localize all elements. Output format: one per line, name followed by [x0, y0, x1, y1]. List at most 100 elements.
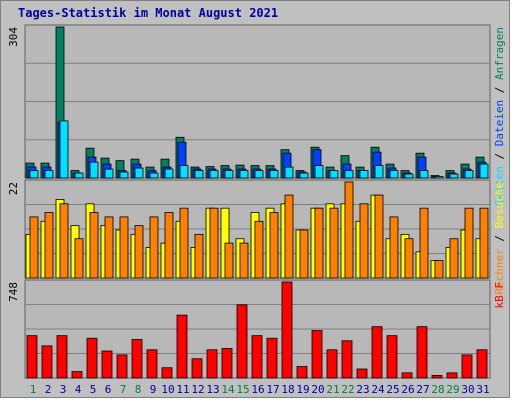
legend-entry: /	[493, 80, 506, 100]
x-tick-label: 15	[236, 383, 249, 396]
bar-sites	[299, 229, 309, 279]
bar-pages	[119, 171, 129, 179]
bar-sites	[419, 207, 429, 279]
bar-pages	[479, 163, 489, 179]
legend-entry: Rechner	[493, 248, 506, 295]
x-tick-label: 13	[206, 383, 219, 396]
bar-pages	[389, 170, 399, 179]
legend-label: Seiten / Dateien / Anfragen	[493, 27, 506, 206]
x-tick-label: 14	[221, 383, 235, 396]
bar-sites	[269, 212, 279, 279]
x-tick-label: 22	[341, 383, 354, 396]
x-tick-label: 30	[461, 383, 474, 396]
legend-entry: Besuche	[493, 182, 506, 228]
bar-kbytes	[41, 345, 53, 379]
x-tick-label: 26	[401, 383, 414, 396]
bar-sites	[434, 260, 444, 279]
bar-pages	[344, 170, 354, 179]
bar-kbytes	[311, 330, 323, 379]
bar-kbytes	[401, 372, 413, 379]
x-tick-label: 25	[386, 383, 399, 396]
legend-entry: /	[493, 228, 506, 248]
bar-pages	[74, 172, 84, 179]
bar-pages	[299, 172, 309, 179]
legend-label: Rechner / Besuche	[493, 182, 506, 295]
bar-pages	[284, 166, 294, 179]
x-tick-label: 19	[296, 383, 309, 396]
bar-kbytes	[446, 372, 458, 379]
bar-sites	[209, 207, 219, 279]
bar-sites	[359, 203, 369, 279]
bar-kbytes	[296, 366, 308, 379]
panel-top: 304 Seiten / Dateien / Anfragen	[7, 24, 506, 206]
x-tick-label: 10	[161, 383, 174, 396]
bar-pages	[314, 165, 324, 179]
bar-sites	[164, 212, 174, 279]
bar-kbytes	[56, 335, 68, 379]
bar-pages	[149, 172, 159, 179]
panel-middle: 22 Rechner / Besuche	[7, 179, 506, 295]
bar-kbytes	[86, 337, 98, 379]
bar-pages	[269, 170, 279, 179]
bar-pages	[464, 170, 474, 179]
x-tick-label: 16	[251, 383, 264, 396]
bar-pages	[104, 168, 114, 179]
bar-pages	[209, 170, 219, 179]
bar-sites	[404, 238, 414, 279]
x-tick-label: 29	[446, 383, 459, 396]
x-tick-label: 4	[75, 383, 82, 396]
x-tick-label: 31	[476, 383, 489, 396]
bar-kbytes	[101, 350, 113, 379]
x-tick-label: 3	[60, 383, 67, 396]
bar-sites	[119, 216, 129, 279]
bar-sites	[179, 207, 189, 279]
x-tick-label: 28	[431, 383, 444, 396]
x-tick-label: 11	[176, 383, 189, 396]
x-tick-label: 5	[90, 383, 97, 396]
x-tick-label: 7	[120, 383, 127, 396]
x-tick-label: 2	[45, 383, 52, 396]
x-tick-label: 1	[30, 383, 37, 396]
bar-kbytes	[476, 349, 488, 379]
bar-sites	[194, 233, 204, 279]
bar-kbytes	[341, 340, 353, 379]
bar-kbytes	[26, 335, 38, 379]
x-tick-label: 20	[311, 383, 324, 396]
x-tick-label: 6	[105, 383, 112, 396]
bar-kbytes	[371, 326, 383, 379]
bar-sites	[314, 207, 324, 279]
bar-sites	[44, 212, 54, 279]
bar-kbytes	[71, 371, 83, 379]
bar-pages	[134, 167, 144, 179]
bar-pages	[224, 170, 234, 179]
chart-title: Tages-Statistik im Monat August 2021	[18, 6, 279, 20]
bar-kbytes	[416, 326, 428, 379]
y-max-label: 748	[7, 282, 20, 302]
bar-sites	[74, 238, 84, 279]
bar-sites	[239, 242, 249, 279]
bar-kbytes	[146, 349, 158, 379]
bar-kbytes	[131, 339, 143, 379]
bar-kbytes	[326, 349, 338, 379]
bar-sites	[134, 225, 144, 279]
bar-sites	[464, 207, 474, 279]
bar-sites	[284, 194, 294, 279]
bar-pages	[419, 170, 429, 179]
bar-kbytes	[191, 358, 203, 379]
bar-kbytes	[281, 281, 293, 379]
bar-pages	[59, 120, 69, 179]
bar-sites	[29, 216, 39, 279]
bar-pages	[29, 170, 39, 179]
y-max-label: 22	[7, 182, 20, 195]
legend-entry: /	[493, 146, 506, 166]
legend-entry: Anfragen	[493, 27, 506, 80]
bar-pages	[359, 170, 369, 179]
bar-kbytes	[386, 335, 398, 379]
bar-sites	[59, 203, 69, 279]
bar-pages	[164, 168, 174, 179]
bar-kbytes	[356, 368, 368, 379]
legend-entry: kB F	[493, 282, 506, 309]
bar-pages	[254, 170, 264, 179]
bar-sites	[449, 238, 459, 279]
bar-pages	[239, 170, 249, 179]
